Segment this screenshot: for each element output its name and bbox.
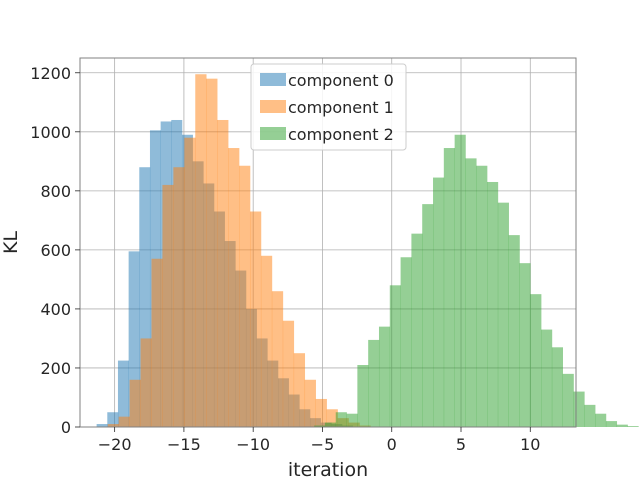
legend-swatch [260,73,286,86]
legend-label: component 0 [288,71,394,90]
histogram-bar [314,425,326,427]
histogram-bar [465,158,477,428]
histogram-bar [139,167,151,427]
x-axis-ticks: −20 −15 −10 −5 0 5 10 [98,427,540,454]
histogram-bar [357,365,369,427]
histogram-bar [627,426,639,427]
histogram-bar [389,285,401,427]
histogram-bars [96,74,639,428]
y-axis-ticks: 0 200 400 600 800 1000 1200 [30,64,80,437]
histogram-bar [487,181,499,427]
x-tick-label: −20 [98,435,132,454]
histogram-bar [443,148,455,427]
histogram-bar [129,379,141,427]
histogram-bar [519,263,531,427]
legend-label: component 1 [288,98,394,117]
histogram-bar [530,294,542,427]
x-tick-label: 0 [387,435,397,454]
histogram-bar [595,413,607,427]
histogram-bar [293,353,306,427]
histogram-bar [217,119,229,427]
histogram-bar [228,148,240,427]
histogram-bar [433,177,445,427]
histogram-bar [206,78,218,427]
x-tick-label: −5 [311,435,335,454]
histogram-bar [573,391,585,427]
series-2-bars [314,134,639,428]
legend-box [250,63,407,151]
plot-frame [79,57,577,428]
legend-label: component 2 [288,125,394,144]
histogram-bar [151,258,163,427]
x-tick-label: 5 [456,435,466,454]
histogram-bar [107,424,119,427]
legend: component 0 component 1 component 2 [250,63,407,151]
histogram-bar [326,409,338,427]
legend-swatch [260,100,286,113]
histogram-bar [324,422,337,427]
x-tick-label: −15 [167,435,201,454]
histogram-bar [346,413,358,427]
histogram-bar [282,320,295,427]
y-axis-label: KL [0,231,22,254]
histogram-bar [616,424,628,427]
histogram-bar [541,329,553,427]
y-tick-label: 600 [40,241,71,260]
histogram-bar [476,165,488,428]
histogram-bar [96,424,108,427]
histogram-bar [584,404,596,427]
series-1-bars [107,74,371,428]
histogram-bar [239,165,251,428]
histogram-bar [249,211,262,427]
histogram-bar [551,347,563,427]
histogram-bar [260,255,273,427]
y-tick-label: 800 [40,182,71,201]
histogram-bar [454,134,466,427]
histogram-bar [128,251,140,427]
histogram-bar [107,412,119,427]
histogram-bar [118,416,130,427]
histogram-bar [368,339,380,427]
histogram-bar [173,167,185,427]
histogram-bar [304,379,316,427]
histogram-bar [184,137,196,428]
histogram-bar [422,204,434,427]
histogram-bar [315,398,327,427]
y-tick-label: 0 [61,418,71,437]
histogram-bar [497,202,509,427]
histogram-bar [605,421,618,427]
histogram-bar [411,233,423,427]
x-tick-label: 10 [520,435,540,454]
y-tick-label: 1000 [30,123,71,142]
histogram-bar [378,326,391,427]
histogram-bar [271,291,284,427]
y-tick-label: 400 [40,300,71,319]
y-tick-label: 1200 [30,64,71,83]
histogram-bar [195,74,207,428]
histogram-bar [508,235,520,427]
histogram-bar [140,338,152,427]
histogram-bar [562,373,574,427]
histogram-bar [335,412,347,427]
y-tick-label: 200 [40,359,71,378]
x-tick-label: −10 [236,435,270,454]
histogram-bar [117,360,129,427]
histogram-bar [400,257,412,427]
legend-swatch [260,127,286,140]
histogram-bar [162,184,174,427]
x-axis-label: iteration [288,459,368,480]
